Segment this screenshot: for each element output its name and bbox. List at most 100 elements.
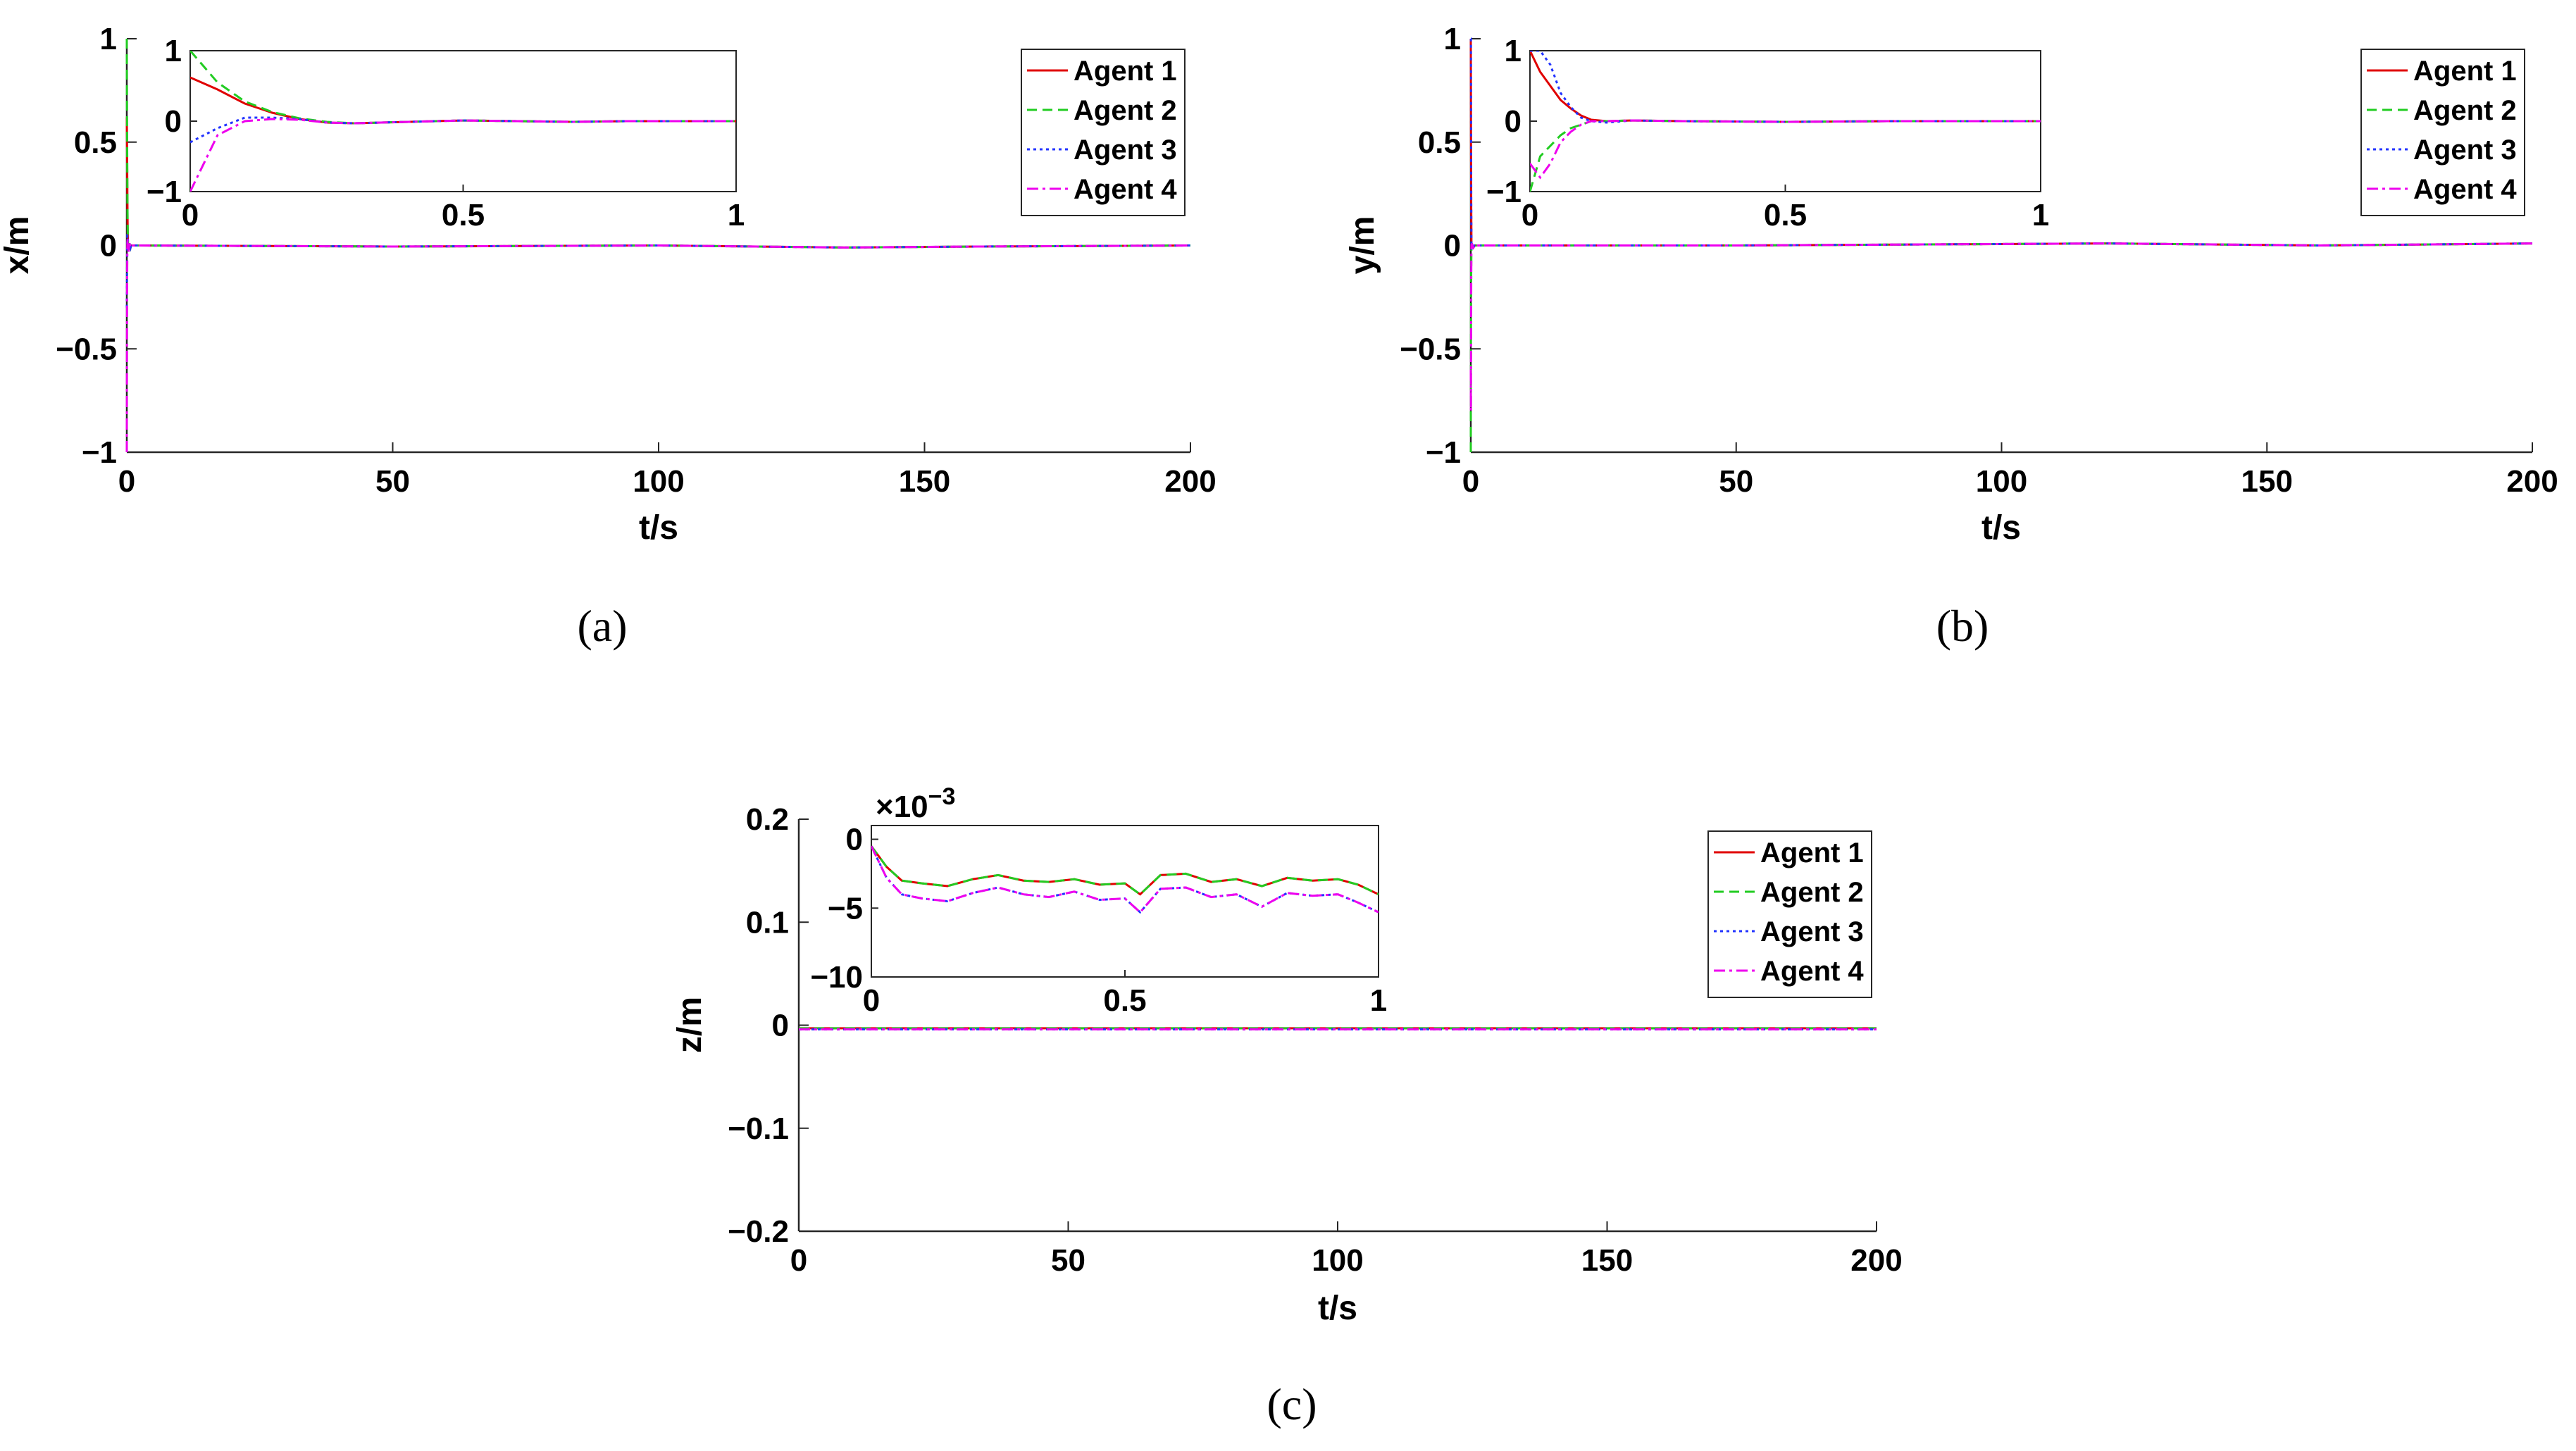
y-tick-label: 0.5 <box>1418 125 1461 160</box>
series-line-agent-3 <box>125 234 1191 308</box>
legend-label-agent-2: Agent 2 <box>2413 95 2517 126</box>
y-axis-label: x/m <box>0 216 36 275</box>
inset-x-tick-label: 1 <box>1370 983 1387 1018</box>
y-tick-label: 0.2 <box>746 802 789 837</box>
y-tick-label: −0.5 <box>1400 332 1461 366</box>
inset-x-tick-label: 1 <box>728 198 745 232</box>
x-tick-label: 0 <box>1462 464 1479 499</box>
panel-caption: (c) <box>1267 1379 1317 1429</box>
legend-label-agent-2: Agent 2 <box>1760 877 1864 908</box>
y-axis-label: z/m <box>671 997 709 1053</box>
x-tick-label: 150 <box>1581 1243 1633 1278</box>
legend: Agent 1 Agent 2 Agent 3 Agent 4 <box>2360 49 2525 216</box>
y-tick-label: −0.5 <box>56 332 117 366</box>
x-axis-label: t/s <box>1318 1290 1357 1327</box>
panel-b: 0 50 100 150 200−1−0.500.51t/sy/m0 0.5 1−101Ag… <box>1344 22 2558 651</box>
x-axis-label: t/s <box>1981 509 2021 547</box>
inset-axes: 0 0.5 1−101 <box>147 34 745 232</box>
inset-y-tick-label: −1 <box>1486 175 1522 209</box>
inset-x-tick-label: 1 <box>2032 198 2049 232</box>
legend-frame <box>1707 830 1872 998</box>
inset-series-line-agent-4 <box>190 118 736 192</box>
inset-series-line-agent-4 <box>871 845 1379 914</box>
inset-series-group <box>871 845 1379 914</box>
panels: 0 50 100 150 200−1−0.500.51t/sx/m0 0.5 1−101Ag… <box>0 22 2558 1429</box>
inset-frame <box>871 825 1379 978</box>
inset-y-tick-label: −1 <box>147 175 182 209</box>
inset-multiplier-exponent: −3 <box>928 783 956 810</box>
inset-series-group <box>1530 51 2041 192</box>
inset-x-tick-label: 0 <box>1522 198 1538 232</box>
legend-frame <box>1021 49 1186 216</box>
x-tick-label: 150 <box>2241 464 2293 499</box>
legend-label-agent-1: Agent 1 <box>2413 56 2517 87</box>
inset-series-group <box>190 51 736 192</box>
inset-axes: 0 0.5 1−101 <box>1486 34 2049 232</box>
legend: Agent 1 Agent 2 Agent 3 Agent 4 <box>1021 49 1186 216</box>
inset-axes: 0 0.5 1 −10 −5 0 ×10−3 <box>810 783 1387 1018</box>
x-axis-label: t/s <box>639 509 678 547</box>
inset-series-line-agent-4 <box>1530 119 2041 180</box>
inset-y-tick-label: 1 <box>1505 34 1522 68</box>
inset-series-line-agent-1 <box>1530 51 2041 123</box>
legend: Agent 1 Agent 2 Agent 3 Agent 4 <box>1707 830 1872 998</box>
x-tick-label: 0 <box>118 464 135 499</box>
legend-frame <box>2360 49 2525 216</box>
inset-multiplier: ×10−3 <box>876 783 955 824</box>
x-tick-label: 100 <box>633 464 684 499</box>
x-tick-label: 200 <box>2506 464 2558 499</box>
legend-label-agent-1: Agent 1 <box>1760 837 1864 868</box>
y-tick-label: 0 <box>100 229 117 263</box>
legend-label-agent-3: Agent 3 <box>1074 135 1177 166</box>
legend-label-agent-3: Agent 3 <box>1760 916 1864 947</box>
inset-multiplier-base: ×10 <box>876 790 928 824</box>
y-tick-label: −0.2 <box>728 1214 789 1249</box>
panel-caption: (b) <box>1936 601 1989 651</box>
x-tick-label: 50 <box>1051 1243 1085 1278</box>
series-group <box>799 1027 1877 1030</box>
series-group <box>125 38 1191 453</box>
y-tick-label: 0.5 <box>74 125 117 160</box>
y-tick-label: 0 <box>1444 229 1461 263</box>
y-axis-label: y/m <box>1344 216 1381 275</box>
panel-caption: (a) <box>577 601 627 651</box>
legend-label-agent-4: Agent 4 <box>1760 956 1864 987</box>
inset-x-tick-label: 0 <box>863 983 880 1018</box>
y-tick-label: 0.1 <box>746 905 789 940</box>
inset-y-tick-label: 0 <box>846 823 863 857</box>
y-tick-label: −0.1 <box>728 1111 789 1146</box>
panel-c: 0 50 100 150 200 −0.2 −0.1 0 0.1 0.2 t/s z/m 0 0.5 1 −1… <box>671 783 1903 1429</box>
y-tick-label: 0 <box>772 1009 789 1043</box>
inset-series-line-agent-3 <box>1530 51 2041 124</box>
inset-y-tick-label: 0 <box>165 104 182 139</box>
legend-label-agent-4: Agent 4 <box>2413 174 2517 205</box>
series-group <box>1469 37 2533 453</box>
x-tick-label: 50 <box>1719 464 1753 499</box>
inset-x-tick-label: 0 <box>182 198 199 232</box>
legend-label-agent-1: Agent 1 <box>1074 56 1177 87</box>
series-line-agent-4 <box>1469 242 2533 411</box>
panel-a: 0 50 100 150 200−1−0.500.51t/sx/m0 0.5 1−101Ag… <box>0 22 1217 651</box>
y-tick-label: −1 <box>82 435 117 470</box>
x-tick-label: 200 <box>1164 464 1216 499</box>
x-tick-label: 100 <box>1976 464 2027 499</box>
inset-x-tick-label: 0.5 <box>1764 198 1807 232</box>
inset-y-tick-label: −5 <box>828 891 863 926</box>
inset-y-tick-label: −10 <box>810 960 863 995</box>
x-tick-label: 100 <box>1312 1243 1363 1278</box>
x-tick-label: 50 <box>375 464 410 499</box>
series-line-agent-4 <box>125 239 1191 453</box>
inset-y-tick-label: 0 <box>1505 104 1522 139</box>
legend-label-agent-3: Agent 3 <box>2413 135 2517 166</box>
inset-x-tick-label: 0.5 <box>442 198 485 232</box>
y-tick-label: −1 <box>1426 435 1461 470</box>
y-tick-label: 1 <box>1444 22 1461 56</box>
inset-series-line-agent-2 <box>871 845 1379 896</box>
inset-x-tick-label: 0.5 <box>1103 983 1146 1018</box>
y-tick-label: 1 <box>100 22 117 56</box>
inset-y-tick-label: 1 <box>165 34 182 68</box>
x-tick-label: 200 <box>1850 1243 1902 1278</box>
legend-label-agent-4: Agent 4 <box>1074 174 1177 205</box>
x-tick-label: 150 <box>899 464 950 499</box>
